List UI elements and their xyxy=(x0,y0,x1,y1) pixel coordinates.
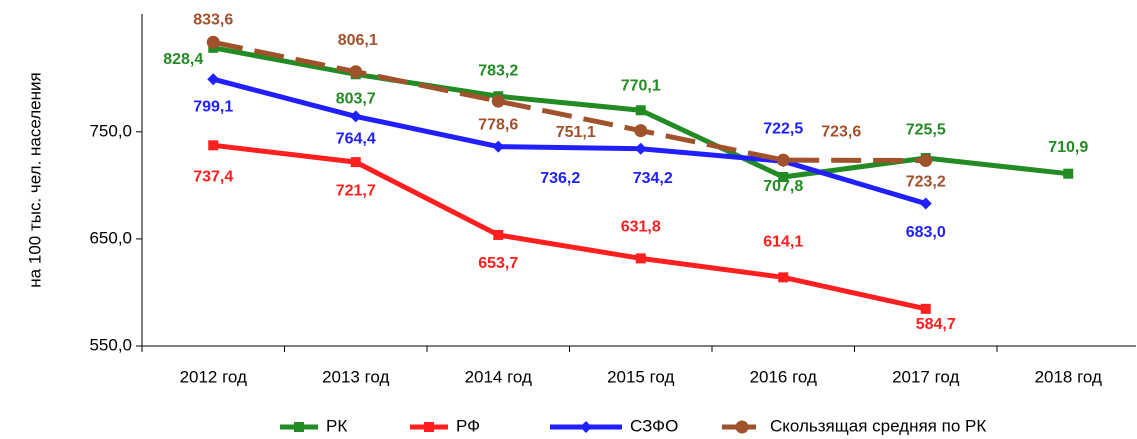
point xyxy=(349,110,362,123)
point xyxy=(493,229,504,240)
data-label: 725,5 xyxy=(906,121,946,138)
point xyxy=(206,35,220,49)
data-label: 723,2 xyxy=(906,174,946,191)
legend-marker xyxy=(580,421,592,433)
legend-label: СЗФО xyxy=(630,416,678,435)
point xyxy=(492,140,505,153)
data-label: 736,2 xyxy=(540,170,580,187)
point xyxy=(778,172,789,183)
data-label: 751,1 xyxy=(556,124,596,141)
data-label: 764,4 xyxy=(336,131,376,148)
point xyxy=(349,65,363,79)
x-tick-label: 2013 год xyxy=(322,367,389,386)
data-label: 778,6 xyxy=(478,116,518,133)
point xyxy=(920,303,931,314)
data-label: 833,6 xyxy=(193,11,233,28)
point xyxy=(634,124,648,138)
data-label: 799,1 xyxy=(193,98,233,115)
point xyxy=(776,153,790,167)
y-tick-label: 550,0 xyxy=(89,335,132,354)
data-label: 683,0 xyxy=(906,224,946,241)
data-label: 828,4 xyxy=(163,51,203,68)
data-label: 723,6 xyxy=(821,123,861,140)
data-label: 653,7 xyxy=(478,255,518,272)
legend-marker xyxy=(424,422,434,432)
series-line xyxy=(212,76,927,206)
x-tick-label: 2017 год xyxy=(892,367,959,386)
data-label: 737,4 xyxy=(193,169,233,186)
point xyxy=(350,157,361,168)
point xyxy=(635,253,646,264)
data-label: 734,2 xyxy=(633,170,673,187)
data-label: 806,1 xyxy=(338,32,378,49)
data-label: 721,7 xyxy=(336,182,376,199)
point xyxy=(919,154,933,168)
x-tick-label: 2016 год xyxy=(750,367,817,386)
legend-label: РФ xyxy=(456,416,480,435)
x-tick-label: 2018 год xyxy=(1035,367,1102,386)
x-tick-label: 2015 год xyxy=(607,367,674,386)
data-label: 707,8 xyxy=(763,178,803,195)
point xyxy=(919,197,932,210)
legend-marker xyxy=(735,420,749,434)
series-line xyxy=(212,39,926,164)
data-label: 631,8 xyxy=(621,219,661,236)
data-label: 770,1 xyxy=(621,77,661,94)
data-label: 584,7 xyxy=(916,316,956,333)
legend-label: Скользящая средняя по РК xyxy=(770,416,986,435)
data-label: 614,1 xyxy=(763,234,803,251)
point xyxy=(634,142,647,155)
legend-label: РК xyxy=(326,416,347,435)
point xyxy=(491,94,505,108)
y-axis-label: на 100 тыс. чел. населения xyxy=(25,72,44,287)
data-label: 722,5 xyxy=(763,120,803,137)
x-tick-label: 2012 год xyxy=(180,367,247,386)
series-line xyxy=(212,142,927,312)
data-label: 803,7 xyxy=(336,91,376,108)
y-tick-label: 750,0 xyxy=(89,121,132,140)
point xyxy=(778,272,789,283)
legend-marker xyxy=(294,422,304,432)
point xyxy=(207,73,220,86)
data-label: 710,9 xyxy=(1048,139,1088,156)
point xyxy=(208,140,219,151)
data-label: 783,2 xyxy=(478,62,518,79)
x-tick-label: 2014 год xyxy=(465,367,532,386)
y-tick-label: 650,0 xyxy=(89,228,132,247)
point xyxy=(635,105,646,116)
point xyxy=(1063,168,1074,179)
